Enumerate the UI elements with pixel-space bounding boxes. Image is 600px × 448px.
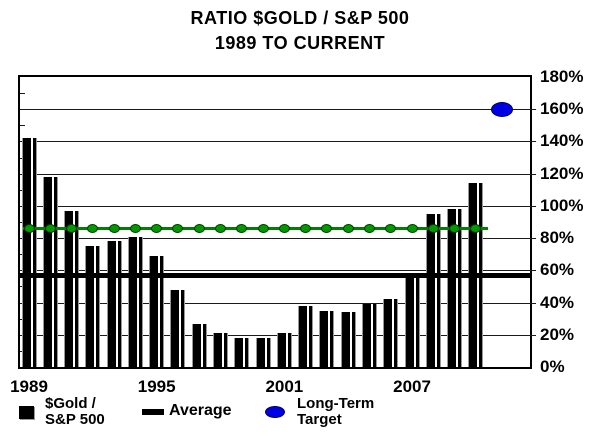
chart-title-line2: 1989 TO CURRENT [214, 33, 386, 53]
y-axis-label: 0% [540, 357, 565, 376]
bar-gold-sp500-ratio [86, 246, 100, 367]
chart-title-line1: RATIO $GOLD / S&P 500 [190, 8, 410, 28]
bar-gold-sp500-ratio [107, 241, 121, 367]
bar-gold-sp500-ratio [405, 273, 419, 367]
gridline [20, 238, 530, 240]
green-marker-dot [172, 223, 184, 233]
green-marker-dot [23, 223, 35, 233]
y-axis-label: 60% [540, 260, 575, 280]
bar-gold-sp500-ratio [448, 209, 462, 367]
green-marker-dot [406, 223, 418, 233]
y-axis-label: 180% [540, 67, 584, 86]
legend-label-target-line2: Target [297, 411, 342, 428]
bar-gold-sp500-ratio [22, 138, 36, 367]
gridline [20, 109, 530, 111]
gridline [20, 141, 530, 143]
x-axis-label: 2007 [393, 377, 431, 396]
green-marker-dot [449, 223, 461, 233]
bar-gold-sp500-ratio [362, 304, 376, 367]
plot-area [18, 75, 536, 369]
green-marker-dot [278, 223, 290, 233]
bar-gold-sp500-ratio [426, 213, 440, 367]
y-axis-label: 80% [540, 228, 575, 248]
bar-gold-sp500-ratio [214, 333, 228, 367]
green-marker-dot [66, 223, 78, 233]
x-axis-label: 1995 [137, 377, 176, 396]
gridline [20, 334, 530, 336]
y-axis-label: 160% [540, 99, 584, 119]
y-axis-tick [530, 302, 536, 304]
legend-bar-swatch [19, 406, 34, 419]
green-marker-dot [44, 223, 56, 233]
gridline [20, 270, 530, 272]
green-marker-dot [87, 223, 99, 233]
green-marker-dot [129, 223, 141, 233]
legend-label-gold-line2: S&P 500 [45, 411, 105, 428]
legend-label-gold-line1: $Gold / [45, 395, 96, 412]
y-axis-tick [530, 141, 536, 143]
legend-label-average: Average [169, 402, 232, 419]
y-axis-label: 20% [540, 324, 575, 344]
y-axis-tick [530, 238, 536, 240]
y-axis-label: 40% [540, 292, 575, 312]
bar-gold-sp500-ratio [171, 289, 185, 367]
y-axis-tick [530, 173, 536, 175]
legend-average-line-swatch [142, 409, 164, 415]
bar-gold-sp500-ratio [384, 299, 398, 367]
green-marker-dot [151, 223, 163, 233]
bar-gold-sp500-ratio [341, 312, 355, 367]
green-marker-dot [321, 223, 333, 233]
bar-gold-sp500-ratio [256, 338, 270, 367]
bar-gold-sp500-ratio [320, 310, 334, 367]
legend-label-gold-sp500: $Gold / S&P 500 [45, 396, 105, 428]
green-marker-dot [300, 223, 312, 233]
y-axis-tick [530, 109, 536, 111]
bar-gold-sp500-ratio [192, 323, 206, 367]
y-axis-tick [530, 334, 536, 336]
green-marker-dot [363, 223, 375, 233]
bar-gold-sp500-ratio [65, 210, 79, 367]
legend-target-ellipse-swatch [265, 406, 285, 418]
gridline [20, 302, 530, 304]
legend-label-target-line1: Long-Term [297, 395, 375, 412]
green-marker-dot [385, 223, 397, 233]
green-marker-dot [236, 223, 248, 233]
green-marker-dot [108, 223, 120, 233]
green-marker-dot [427, 223, 439, 233]
y-axis-minor-tick [20, 93, 25, 95]
legend-label-long-term-target: Long-Term Target [297, 396, 374, 428]
average-line [20, 272, 530, 278]
y-axis-label: 100% [540, 195, 584, 215]
green-marker-dot [215, 223, 227, 233]
y-axis-tick [530, 205, 536, 207]
green-marker-dot [193, 223, 205, 233]
bar-gold-sp500-ratio [299, 305, 313, 367]
y-axis-tick [530, 270, 536, 272]
green-marker-dot [342, 223, 354, 233]
bar-gold-sp500-ratio [235, 338, 249, 367]
green-marker-dot [257, 223, 269, 233]
x-axis-label: 1989 [10, 377, 48, 396]
gridline [20, 205, 530, 207]
x-axis-label: 2001 [265, 377, 304, 396]
bar-gold-sp500-ratio [277, 333, 291, 367]
y-axis-minor-tick [20, 125, 25, 127]
long-term-target-point [491, 101, 513, 117]
y-axis-label: 140% [540, 131, 584, 151]
green-marker-line [23, 226, 488, 230]
bar-gold-sp500-ratio [128, 236, 142, 367]
green-marker-dot [470, 223, 482, 233]
y-axis-label: 120% [540, 163, 584, 183]
bar-gold-sp500-ratio [150, 255, 164, 367]
gridline [20, 173, 530, 175]
